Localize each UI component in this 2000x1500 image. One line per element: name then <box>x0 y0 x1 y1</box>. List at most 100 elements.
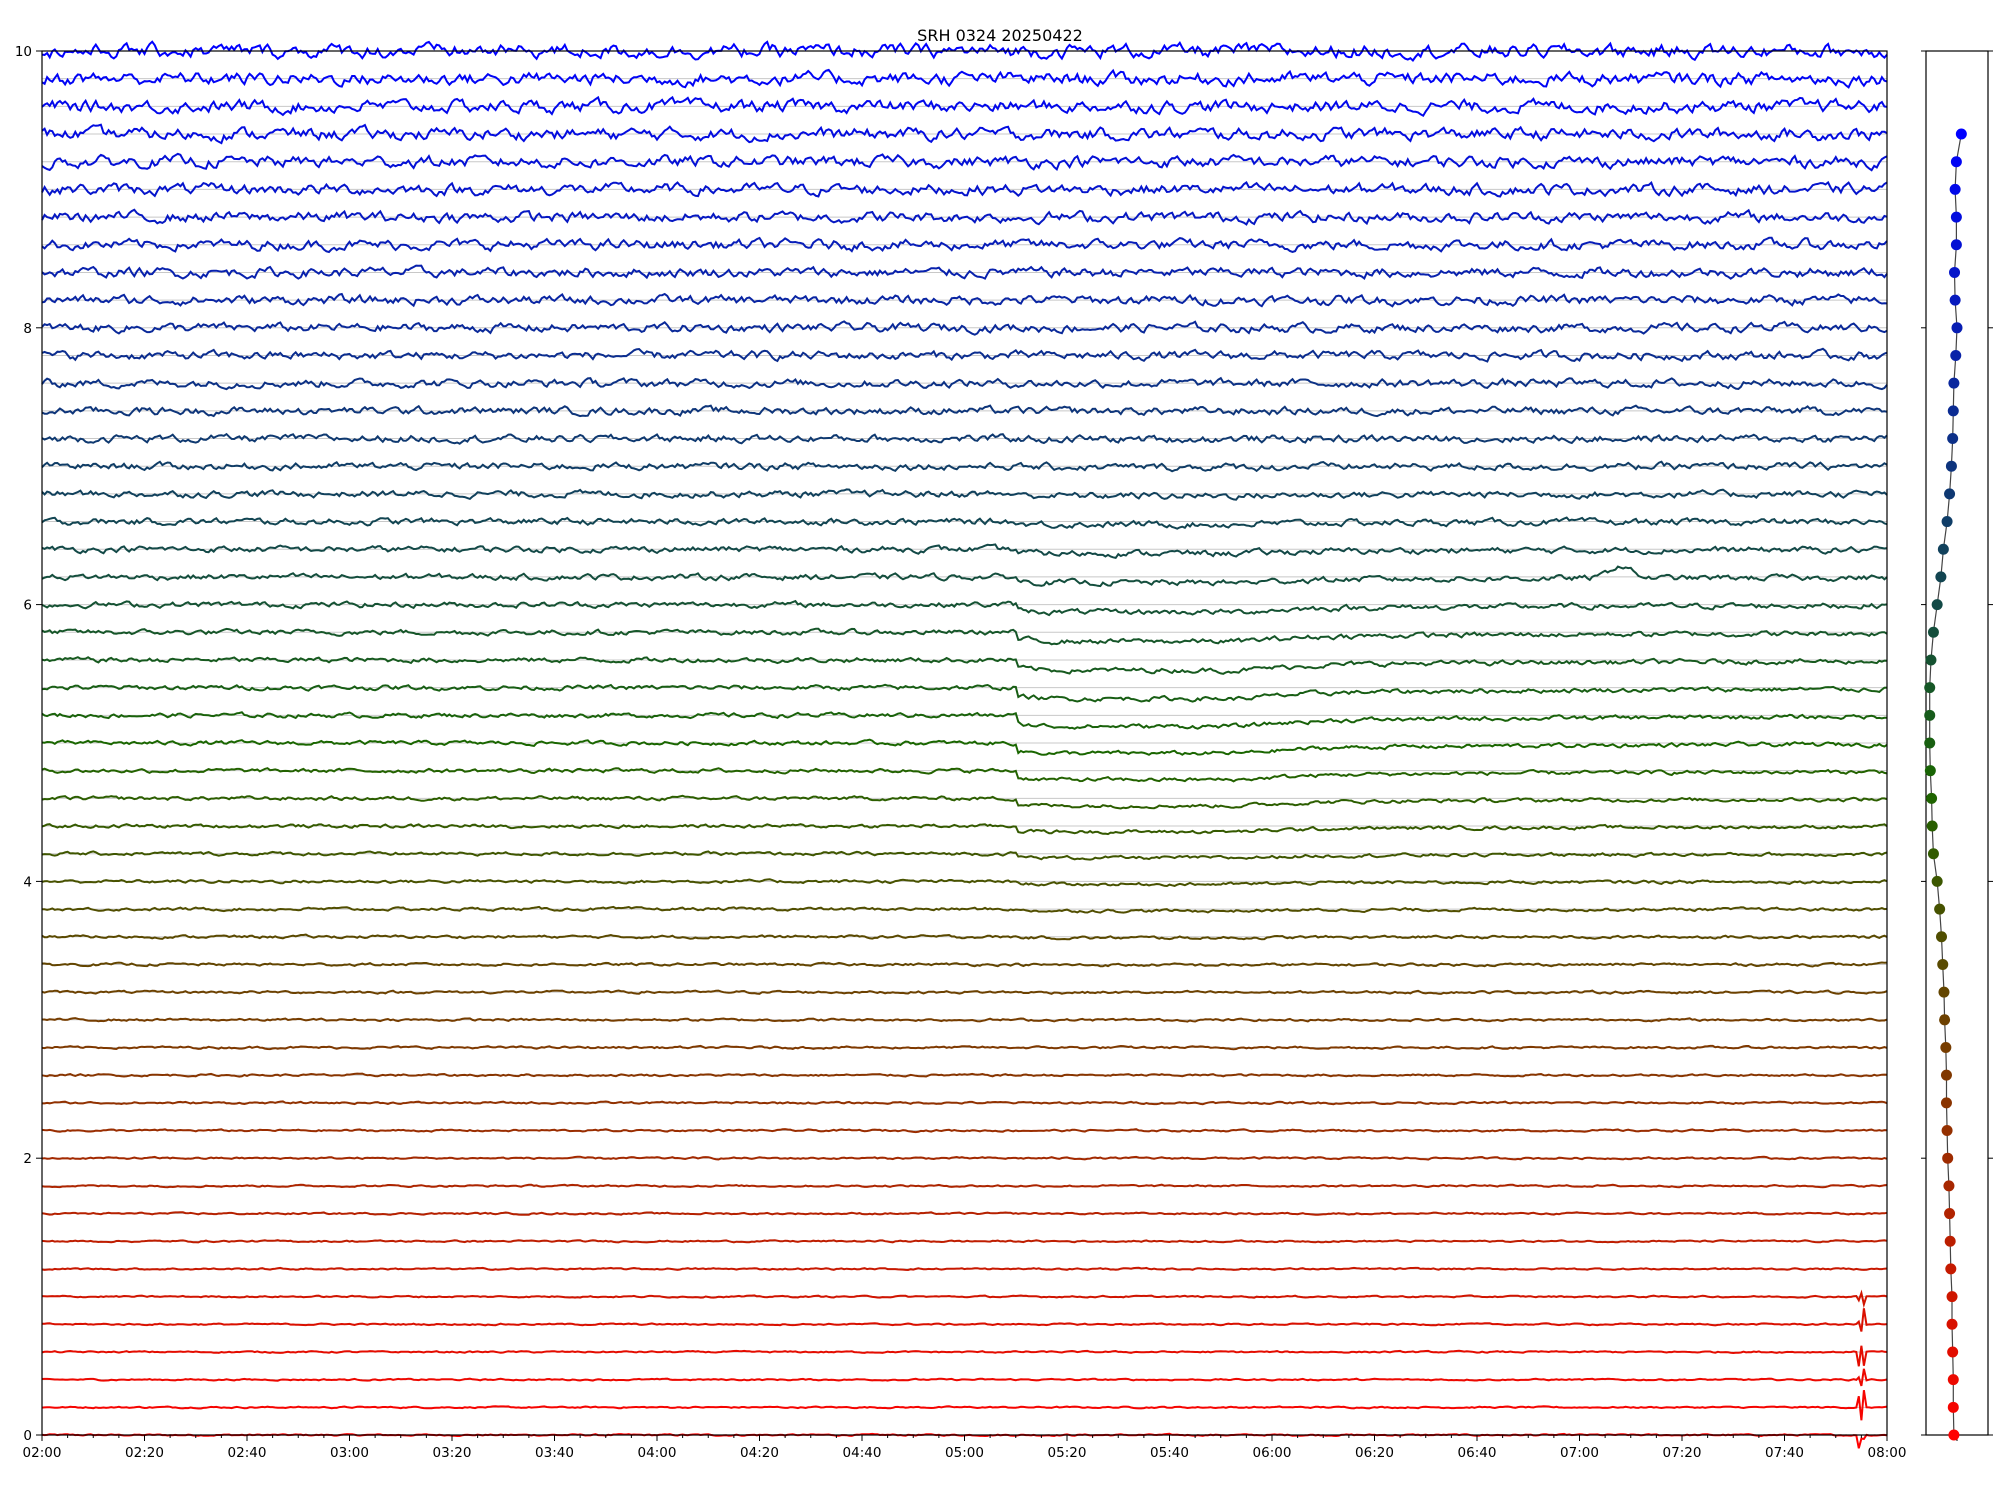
side-panel-marker <box>1926 793 1937 804</box>
x-tick-label: 02:40 <box>228 1445 267 1461</box>
trace-line <box>42 545 1887 558</box>
trace-line <box>42 1268 1887 1270</box>
side-panel-marker <box>1943 1180 1954 1191</box>
side-panel-marker <box>1938 987 1949 998</box>
y-tick-label: 6 <box>23 598 32 614</box>
side-panel-marker <box>1948 1402 1959 1413</box>
side-panel-marker <box>1947 1291 1958 1302</box>
side-panel-marker <box>1942 516 1953 527</box>
trace-line <box>42 1074 1887 1077</box>
side-panel-marker <box>1934 904 1945 915</box>
x-tick-label: 05:00 <box>945 1445 984 1461</box>
y-tick-label: 4 <box>23 874 32 890</box>
x-tick-label: 04:00 <box>638 1445 677 1461</box>
trace-line <box>42 567 1887 587</box>
side-panel-marker <box>1940 1042 1951 1053</box>
trace-line <box>42 1212 1887 1215</box>
trace-line <box>42 489 1887 499</box>
x-tick-label: 05:20 <box>1048 1445 1087 1461</box>
trace-line <box>42 629 1887 645</box>
side-panel-marker <box>1950 295 1961 306</box>
y-tick-label: 10 <box>15 44 32 60</box>
trace-line <box>42 1240 1887 1242</box>
side-panel-marker <box>1936 931 1947 942</box>
side-panel-marker <box>1951 239 1962 250</box>
chart-title: SRH 0324 20250422 <box>917 26 1083 45</box>
side-panel-marker <box>1932 599 1943 610</box>
trace-line <box>42 1308 1887 1331</box>
side-panel-marker <box>1950 350 1961 361</box>
trace-line <box>42 1369 1887 1386</box>
side-panel-marker <box>1937 959 1948 970</box>
side-panel-marker <box>1947 433 1958 444</box>
side-panel-marker <box>1945 1236 1956 1247</box>
y-tick-label: 0 <box>23 1428 32 1444</box>
trace-line <box>42 712 1887 729</box>
side-panel-marker <box>1952 322 1963 333</box>
trace-line <box>42 601 1887 615</box>
side-panel-marker <box>1925 654 1936 665</box>
side-panel-marker <box>1944 1208 1955 1219</box>
trace-line <box>42 1293 1887 1304</box>
y-tick-label: 8 <box>23 321 32 337</box>
x-tick-label: 04:40 <box>843 1445 882 1461</box>
x-tick-label: 03:00 <box>330 1445 369 1461</box>
side-panel-marker <box>1928 627 1939 638</box>
side-panel-marker <box>1947 1346 1958 1357</box>
trace-line <box>42 462 1887 472</box>
trace-line <box>42 907 1887 913</box>
trace-line <box>42 851 1887 859</box>
x-tick-label: 02:20 <box>125 1445 164 1461</box>
y-axis: 0 2 4 6 8 10 <box>15 44 42 1444</box>
trace-line <box>42 796 1887 809</box>
side-panel-marker <box>1948 1430 1959 1441</box>
y-tick-label: 2 <box>23 1151 32 1167</box>
side-panel-frame <box>1926 51 1988 1435</box>
side-panel-marker <box>1948 1374 1959 1385</box>
x-tick-label: 06:20 <box>1355 1445 1394 1461</box>
side-panel-marker <box>1948 378 1959 389</box>
side-panel-marker <box>1928 848 1939 859</box>
x-tick-label: 03:40 <box>535 1445 574 1461</box>
side-panel-marker <box>1925 765 1936 776</box>
x-tick-label: 07:00 <box>1560 1445 1599 1461</box>
trace-line <box>42 1390 1887 1420</box>
x-tick-label: 06:40 <box>1458 1445 1497 1461</box>
side-panel-marker <box>1942 1125 1953 1136</box>
trace-line <box>42 1157 1887 1160</box>
trace-line <box>42 1346 1887 1367</box>
side-panel-marker <box>1939 1014 1950 1025</box>
trace-line <box>42 1129 1887 1132</box>
trace-line <box>42 1018 1887 1022</box>
side-panel-marker <box>1938 544 1949 555</box>
side-panel-marker <box>1950 184 1961 195</box>
x-axis: 02:00 02:20 02:40 03:00 03:20 03:40 04:00 04:20… <box>23 1435 1907 1461</box>
x-tick-label: 02:00 <box>23 1445 62 1461</box>
side-panel-marker <box>1947 1319 1958 1330</box>
side-panel-marker <box>1935 571 1946 582</box>
main-plot: 02:00 02:20 02:40 03:00 03:20 03:40 04:00 04:20… <box>15 26 1907 1461</box>
side-panel-marker <box>1927 821 1938 832</box>
side-panel-marker <box>1924 710 1935 721</box>
side-panel-marker <box>1949 267 1960 278</box>
x-tick-label: 06:00 <box>1253 1445 1292 1461</box>
x-tick-label: 07:20 <box>1663 1445 1702 1461</box>
side-panel-marker <box>1941 1070 1952 1081</box>
x-tick-label: 05:40 <box>1150 1445 1189 1461</box>
side-panel-marker <box>1924 682 1935 693</box>
side-panel-marker <box>1924 738 1935 749</box>
trace-line <box>42 518 1887 529</box>
side-panel-marker <box>1945 1263 1956 1274</box>
side-panel-marker <box>1942 1153 1953 1164</box>
side-panel <box>1921 51 1993 1441</box>
x-tick-label: 03:20 <box>433 1445 472 1461</box>
x-tick-label: 04:20 <box>740 1445 779 1461</box>
side-panel-marker <box>1948 405 1959 416</box>
trace-line <box>42 740 1887 755</box>
x-tick-label: 07:40 <box>1765 1445 1804 1461</box>
side-panel-marker <box>1956 129 1967 140</box>
side-panel-marker <box>1951 212 1962 223</box>
x-tick-label: 08:00 <box>1868 1445 1907 1461</box>
trace-line <box>42 879 1887 886</box>
